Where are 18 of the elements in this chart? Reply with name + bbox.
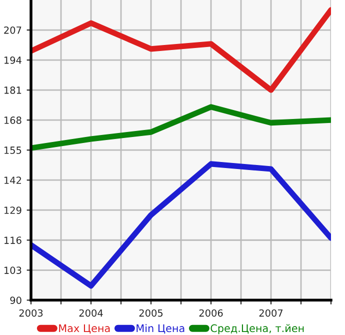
y-tick-label: 181 [4,86,22,94]
x-tick-label: 2007 [259,309,283,317]
y-tick-label: 168 [4,116,22,124]
y-tick-label: 207 [4,26,22,34]
x-tick-label: 2003 [19,309,43,317]
y-tick-label: 103 [4,266,22,274]
x-tick-label: 2005 [139,309,163,317]
y-tick-label: 142 [4,176,21,184]
y-tick-label: 129 [4,206,22,214]
y-tick-label: 90 [10,296,22,304]
y-tick-label: 155 [4,146,22,154]
legend-label: Сред.Цена, т.йен [210,324,304,334]
y-tick-label: 116 [4,236,22,244]
y-tick-label: 194 [4,56,22,64]
legend-label: Min Цена [136,324,184,334]
legend-label: Max Цена [59,324,110,334]
x-tick-label: 2006 [199,309,223,317]
x-tick-label: 2004 [79,309,103,317]
